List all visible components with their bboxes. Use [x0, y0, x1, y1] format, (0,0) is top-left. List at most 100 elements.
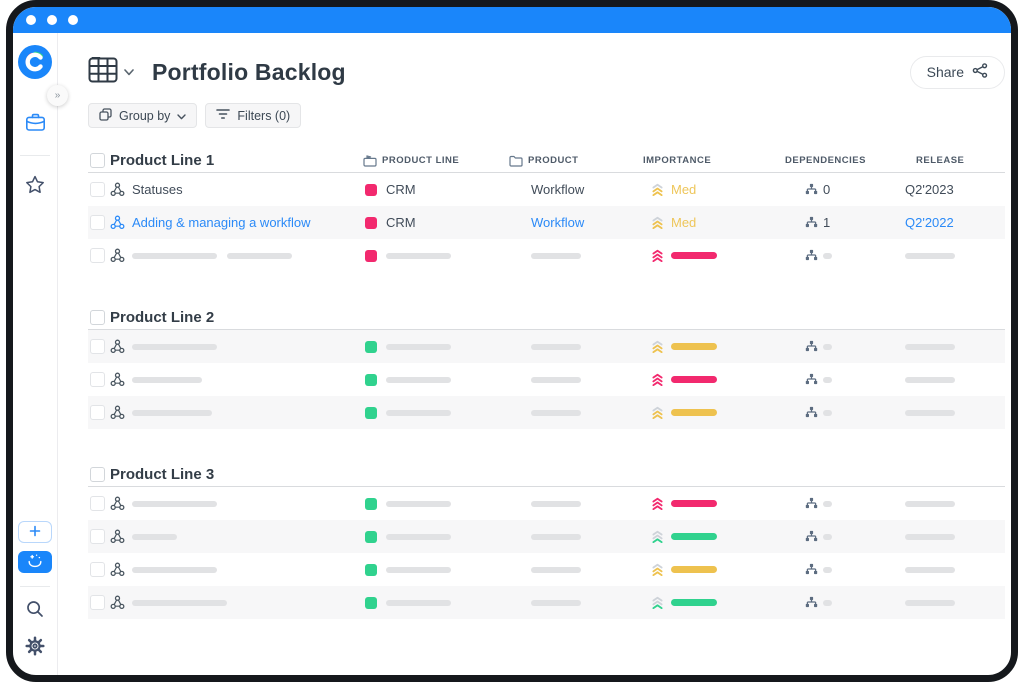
column-header[interactable]: IMPORTANCE [643, 155, 712, 166]
importance-skeleton-bar [671, 252, 717, 259]
sidebar-expand-button[interactable]: » [47, 85, 68, 106]
skeleton-bar [531, 252, 581, 259]
dependencies-value: 1 [823, 215, 831, 230]
color-square [365, 183, 377, 196]
table-row[interactable] [88, 586, 1005, 619]
skeleton-bar [132, 376, 202, 383]
dependencies-icon [805, 406, 818, 419]
row-checkbox[interactable] [90, 339, 105, 354]
share-button[interactable]: Share [909, 55, 1005, 89]
color-square [365, 373, 377, 386]
filters-button[interactable]: Filters (0) [205, 103, 302, 128]
skeleton-bar [905, 566, 955, 573]
color-square [365, 563, 377, 576]
table-row[interactable]: Statuses CRM Workflow Med 0 Q2'2023 [88, 173, 1005, 206]
sidebar-item-portfolio[interactable] [25, 113, 46, 135]
skeleton-bar [132, 409, 212, 416]
skeleton-bar [905, 500, 955, 507]
page-title: Portfolio Backlog [152, 58, 346, 85]
workflow-icon [110, 496, 125, 511]
row-checkbox[interactable] [90, 182, 105, 197]
importance-chevrons-icon [651, 216, 664, 229]
skeleton-bar [531, 343, 581, 350]
importance-chevrons-icon [651, 563, 664, 576]
group-by-button[interactable]: Group by [88, 103, 198, 128]
row-checkbox[interactable] [90, 372, 105, 387]
skeleton-bar [531, 599, 581, 606]
traffic-light-dot[interactable] [47, 15, 57, 25]
skeleton-bar [905, 376, 955, 383]
skeleton-bar [386, 376, 451, 383]
row-checkbox[interactable] [90, 529, 105, 544]
sidebar-add-button[interactable] [18, 521, 52, 543]
sidebar-item-favorites[interactable] [25, 175, 45, 197]
workflow-icon [110, 372, 125, 387]
item-title[interactable]: Statuses [132, 182, 183, 197]
group-label: Product Line 3 [110, 466, 215, 483]
skeleton-bar [386, 500, 451, 507]
product-value: Workflow [531, 182, 585, 197]
importance-value: Med [671, 215, 697, 230]
table-row[interactable] [88, 487, 1005, 520]
sidebar-item-search[interactable] [25, 599, 45, 622]
table-groups: Product Line 1 PRODUCT LINE PRODUCT IMPOR… [88, 149, 1005, 619]
item-title[interactable]: Adding & managing a workflow [132, 215, 311, 230]
table-row[interactable] [88, 330, 1005, 363]
view-switcher[interactable] [88, 55, 134, 88]
column-header[interactable]: PRODUCT [509, 155, 643, 167]
traffic-light-dot[interactable] [68, 15, 78, 25]
table-row[interactable] [88, 363, 1005, 396]
skeleton-bar [132, 533, 177, 540]
product-value: Workflow [531, 215, 585, 230]
row-checkbox[interactable] [90, 215, 105, 230]
row-checkbox[interactable] [90, 562, 105, 577]
skeleton-bar [386, 566, 451, 573]
skeleton-bar [905, 252, 955, 259]
row-checkbox[interactable] [90, 496, 105, 511]
sidebar-divider [20, 155, 50, 156]
workflow-icon [110, 595, 125, 610]
skeleton-bar [531, 409, 581, 416]
color-square [365, 596, 377, 609]
craft-logo[interactable] [18, 45, 52, 79]
sidebar-item-settings[interactable] [25, 636, 45, 659]
group-checkbox[interactable] [90, 153, 105, 168]
row-checkbox[interactable] [90, 595, 105, 610]
group-checkbox[interactable] [90, 310, 105, 325]
table-row[interactable] [88, 553, 1005, 586]
dependencies-icon [805, 563, 818, 576]
briefcase-icon [25, 113, 46, 135]
skeleton-bar [531, 566, 581, 573]
skeleton-bar [386, 409, 451, 416]
row-checkbox[interactable] [90, 248, 105, 263]
column-header[interactable]: RELEASE [916, 155, 965, 166]
column-header[interactable]: DEPENDENCIES [785, 155, 866, 166]
importance-chevrons-icon [651, 373, 664, 386]
column-header[interactable]: PRODUCT LINE [363, 154, 509, 167]
product-line-value: CRM [386, 215, 416, 230]
hand-sparkle-icon [26, 553, 44, 571]
workflow-icon [110, 405, 125, 420]
importance-skeleton-bar [671, 566, 717, 573]
workflow-icon [110, 182, 125, 197]
importance-skeleton-bar [671, 343, 717, 350]
importance-chevrons-icon [651, 406, 664, 419]
table-row[interactable] [88, 396, 1005, 429]
traffic-light-dot[interactable] [26, 15, 36, 25]
product-line-value: CRM [386, 182, 416, 197]
skeleton-bar [905, 409, 955, 416]
group-header-row: Product Line 3 [88, 463, 1005, 487]
skeleton-dot [823, 533, 832, 540]
table-row[interactable] [88, 239, 1005, 272]
group-label: Product Line 1 [110, 152, 215, 169]
table-row[interactable] [88, 520, 1005, 553]
row-checkbox[interactable] [90, 405, 105, 420]
sidebar-ideas-button[interactable] [18, 551, 52, 573]
filter-icon [216, 108, 231, 123]
sidebar-divider [20, 586, 50, 587]
table-group: Product Line 3 [88, 463, 1005, 619]
importance-chevrons-icon [651, 340, 664, 353]
table-row[interactable]: Adding & managing a workflow CRM Workflo… [88, 206, 1005, 239]
group-checkbox[interactable] [90, 467, 105, 482]
main-content: Portfolio Backlog Share [58, 33, 1011, 675]
